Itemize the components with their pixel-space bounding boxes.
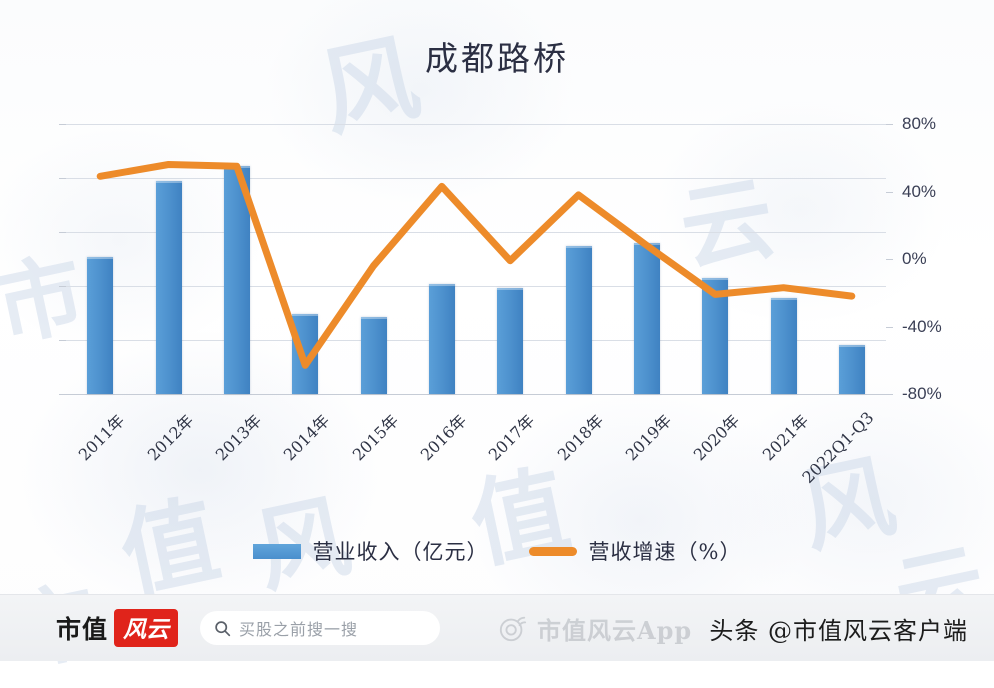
legend-bar-swatch [252, 543, 301, 559]
tick-mark [886, 191, 893, 193]
gridline [66, 124, 886, 125]
tick-mark [59, 340, 66, 341]
footer-bar: 市值 风云 买股之前搜一搜 市值风云App 头条 @市值风云客户端 [0, 594, 994, 661]
tick-mark [886, 394, 893, 395]
bar-2015年 [360, 316, 387, 394]
tick-mark [59, 232, 66, 233]
y-axis-tick-right: 0% [902, 249, 927, 268]
brand-logo[interactable]: 市值 风云 [56, 609, 179, 647]
brand-name: 市值 [56, 615, 109, 644]
search-input[interactable]: 买股之前搜一搜 [200, 611, 441, 645]
tick-mark [59, 178, 66, 179]
y-axis-tick-right: 80% [902, 114, 937, 133]
gridline [66, 178, 886, 179]
search-icon [215, 620, 231, 636]
tick-mark [59, 124, 66, 125]
bar-2021年 [770, 297, 797, 394]
tick-mark [886, 326, 893, 328]
bar-2012年 [155, 181, 182, 394]
bar-2011年 [87, 257, 114, 394]
legend-line-swatch [528, 546, 577, 556]
tick-mark [886, 259, 893, 260]
y-axis-tick-right: -40% [902, 316, 942, 336]
chart-legend: 营业收入（亿元） 营收增速（%） [0, 536, 994, 566]
legend-label-revenue: 营业收入（亿元） [312, 540, 489, 564]
plot-area: 50 40 30 20 10 0 80% 40% 0% -40% -80% 20… [59, 114, 942, 487]
legend-label-growth: 营收增速（%） [588, 540, 742, 564]
bar-2018年 [565, 246, 592, 394]
bar-2019年 [633, 242, 660, 394]
toutiao-handle: 头条 @市值风云客户端 [709, 616, 968, 645]
app-watermark: 市值风云App [498, 611, 692, 646]
y-axis-tick-right: 40% [902, 181, 937, 201]
y-axis-tick-right: -80% [902, 384, 942, 403]
gridline [66, 340, 886, 341]
gridline [66, 232, 886, 233]
bar-2017年 [497, 287, 524, 394]
brand-badge: 风云 [114, 609, 179, 647]
page-title: 成都路桥 [425, 39, 569, 78]
app-logo-icon [499, 616, 527, 642]
line-series [96, 161, 856, 369]
app-watermark-text: 市值风云App [537, 615, 693, 645]
growth-line [96, 161, 856, 369]
tick-mark [59, 286, 66, 287]
gridline [66, 286, 886, 287]
tick-mark [886, 124, 893, 125]
legend-item-growth[interactable]: 营收增速（%） [528, 536, 742, 566]
legend-item-revenue[interactable]: 营业收入（亿元） [252, 536, 489, 566]
bar-2022Q1-Q3 [838, 345, 865, 394]
bar-2016年 [428, 283, 455, 394]
tick-mark [59, 394, 66, 395]
search-placeholder: 买股之前搜一搜 [239, 620, 359, 639]
chart-card: 成都路桥 50 40 30 20 [0, 39, 994, 566]
axis-baseline [66, 394, 886, 395]
bar-2013年 [223, 165, 250, 394]
